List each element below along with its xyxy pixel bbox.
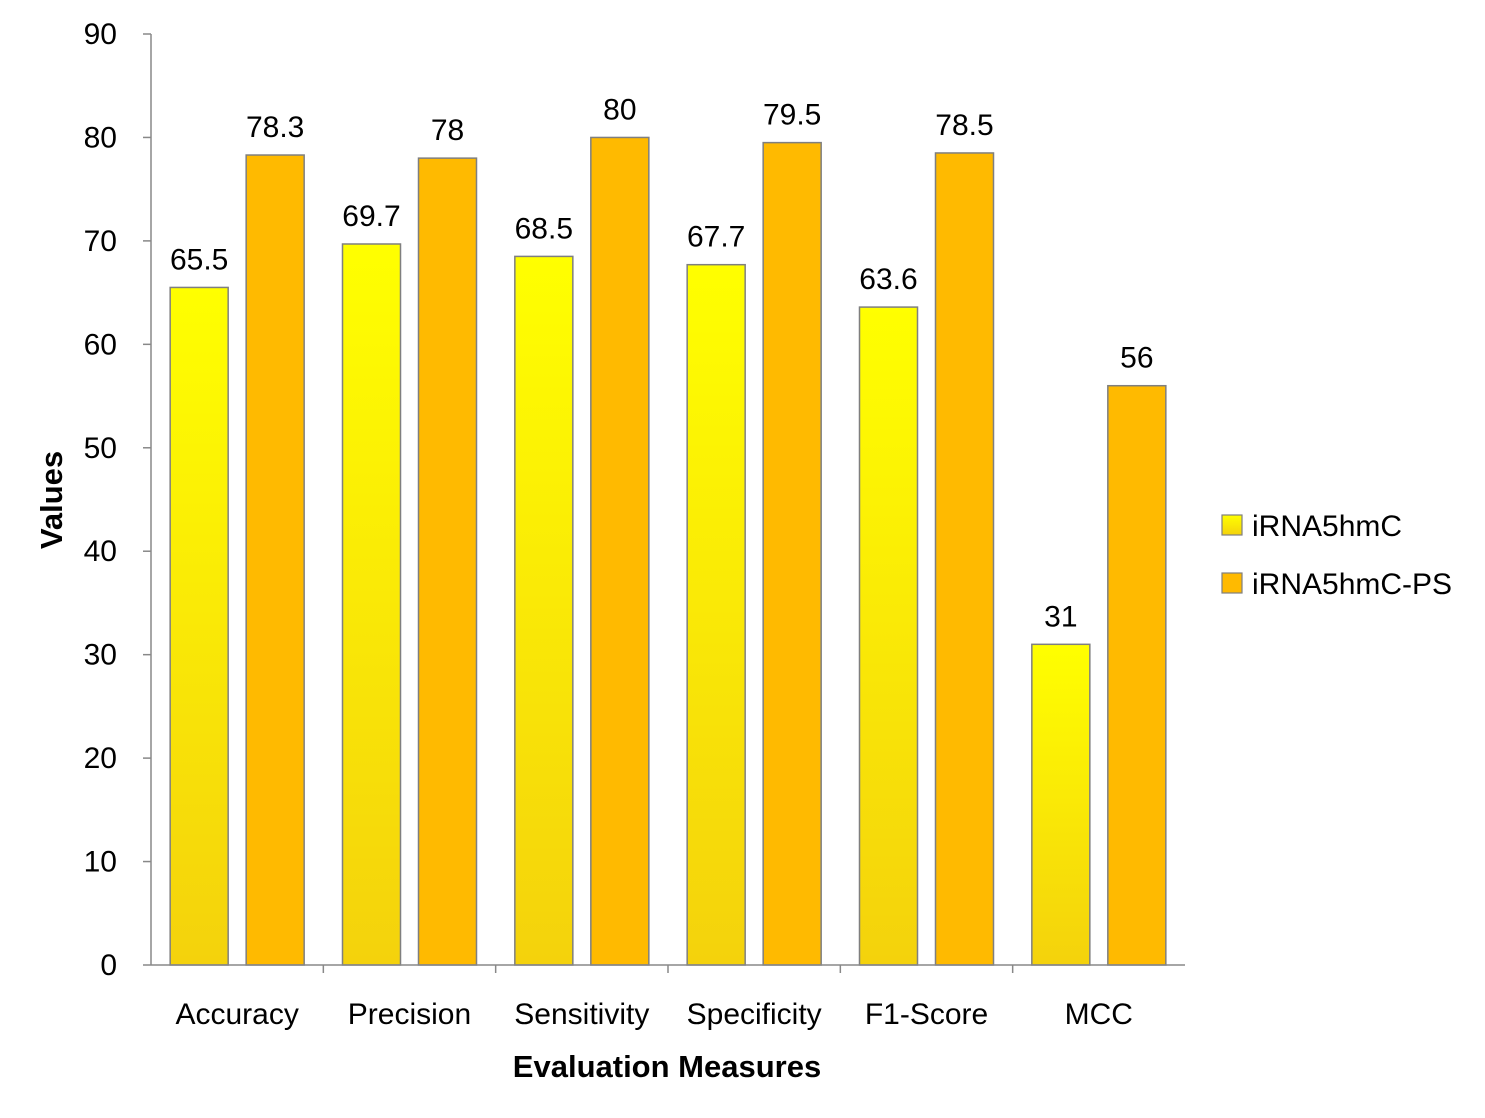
x-category-label: MCC	[1065, 998, 1133, 1031]
legend-label: iRNA5hmC-PS	[1252, 568, 1452, 601]
data-label: 80	[603, 93, 636, 126]
y-tick-label: 50	[84, 432, 117, 465]
x-category-label: Precision	[348, 998, 471, 1031]
x-category-label: Sensitivity	[514, 998, 649, 1031]
y-tick-label: 10	[84, 846, 117, 879]
y-tick-label: 80	[84, 121, 117, 154]
x-category-label: Specificity	[687, 998, 822, 1031]
legend-swatch	[1221, 514, 1243, 536]
data-label: 63.6	[859, 263, 917, 296]
bar-irna5hmc-ps-specificity	[762, 141, 822, 966]
bar-irna5hmc-ps-f1-score	[934, 152, 995, 966]
data-label: 78	[431, 114, 464, 147]
data-label: 56	[1120, 342, 1153, 375]
bar-irna5hmc-ps-sensitivity	[590, 136, 650, 966]
data-label: 67.7	[687, 221, 745, 254]
x-axis-title: Evaluation Measures	[513, 1049, 821, 1084]
y-tick-label: 60	[84, 328, 117, 361]
y-tick-label: 40	[84, 535, 117, 568]
legend-label: iRNA5hmC	[1252, 510, 1402, 543]
bars-layer	[169, 136, 1167, 966]
axes-layer: 0 10 20 30 40 50 60 70 80 90	[84, 18, 1185, 982]
bar-irna5hmc-ps-mcc	[1107, 384, 1167, 966]
y-tick-label: 0	[100, 949, 117, 982]
data-label: 78.5	[935, 109, 993, 142]
y-axis-title: Values	[34, 451, 69, 549]
bar-irna5hmc-accuracy	[169, 286, 229, 966]
labels-layer: 65.5 78.3 Accuracy 69.7 78 Precision 68.5 80 Sen…	[170, 93, 1154, 1031]
y-tick-label: 20	[84, 742, 117, 775]
data-label: 69.7	[342, 200, 400, 233]
data-label: 78.3	[246, 111, 304, 144]
data-label: 31	[1044, 600, 1077, 633]
bar-irna5hmc-sensitivity	[514, 255, 574, 966]
x-category-label: Accuracy	[175, 998, 298, 1031]
y-tick-label: 70	[84, 225, 117, 258]
legend-swatch	[1221, 572, 1243, 594]
bar-irna5hmc-mcc	[1031, 643, 1091, 966]
data-label: 68.5	[515, 212, 573, 245]
legend: iRNA5hmC iRNA5hmC-PS	[1221, 510, 1452, 601]
y-tick-label: 90	[84, 18, 117, 51]
bar-irna5hmc-specificity	[686, 263, 746, 966]
bar-irna5hmc-ps-accuracy	[245, 154, 305, 966]
data-label: 79.5	[763, 99, 821, 132]
y-tick-label: 30	[84, 639, 117, 672]
x-category-label: F1-Score	[865, 998, 988, 1031]
bar-irna5hmc-f1-score	[858, 306, 919, 966]
bar-irna5hmc-ps-precision	[417, 157, 478, 966]
data-label: 65.5	[170, 243, 228, 276]
bar-irna5hmc-precision	[341, 243, 402, 966]
